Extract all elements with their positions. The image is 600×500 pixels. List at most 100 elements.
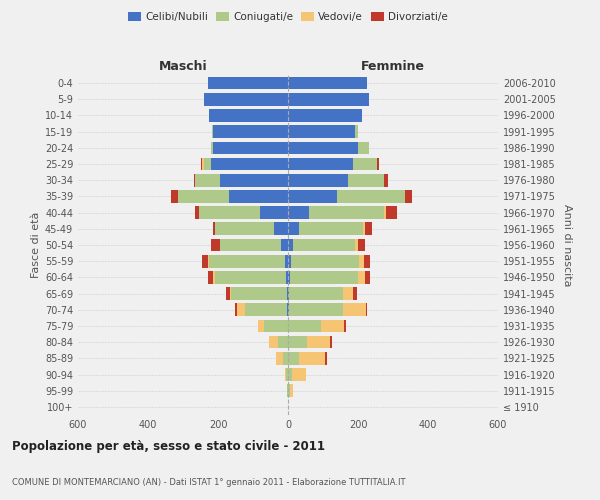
Bar <box>213 271 215 283</box>
Bar <box>286 271 288 283</box>
Bar <box>288 238 293 252</box>
Text: Popolazione per età, sesso e stato civile - 2011: Popolazione per età, sesso e stato civil… <box>12 440 325 453</box>
Bar <box>358 142 368 154</box>
Bar <box>288 288 289 300</box>
Bar <box>405 190 412 202</box>
Bar <box>288 174 347 186</box>
Bar <box>287 288 288 300</box>
Bar <box>232 288 287 300</box>
Bar <box>288 320 321 332</box>
Bar <box>288 336 307 348</box>
Text: Maschi: Maschi <box>158 60 208 72</box>
Bar <box>377 158 379 170</box>
Bar <box>384 206 386 219</box>
Bar <box>288 190 337 202</box>
Bar <box>288 93 368 106</box>
Bar <box>283 352 288 364</box>
Bar <box>211 142 213 154</box>
Bar <box>288 384 290 397</box>
Bar <box>199 206 260 219</box>
Bar <box>226 288 230 300</box>
Bar <box>290 271 358 283</box>
Bar <box>288 158 353 170</box>
Bar <box>364 255 370 268</box>
Bar <box>358 271 365 283</box>
Bar <box>309 206 384 219</box>
Bar <box>245 304 287 316</box>
Bar <box>353 158 377 170</box>
Text: COMUNE DI MONTEMARCIANO (AN) - Dati ISTAT 1° gennaio 2011 - Elaborazione TUTTITA: COMUNE DI MONTEMARCIANO (AN) - Dati ISTA… <box>12 478 406 487</box>
Bar <box>204 93 288 106</box>
Bar <box>289 288 343 300</box>
Bar <box>363 222 365 235</box>
Bar <box>359 255 364 268</box>
Bar <box>178 190 229 202</box>
Bar <box>195 206 199 219</box>
Bar <box>289 304 343 316</box>
Bar <box>236 304 245 316</box>
Y-axis label: Anni di nascita: Anni di nascita <box>562 204 572 286</box>
Bar <box>365 222 372 235</box>
Bar <box>288 368 292 381</box>
Bar <box>211 238 220 252</box>
Bar <box>208 271 213 283</box>
Bar <box>208 255 209 268</box>
Bar <box>284 255 288 268</box>
Bar <box>208 77 288 90</box>
Bar <box>365 271 370 283</box>
Bar <box>337 190 405 202</box>
Bar <box>260 206 288 219</box>
Bar <box>195 174 220 186</box>
Bar <box>288 271 290 283</box>
Bar <box>288 206 309 219</box>
Bar <box>287 304 288 316</box>
Bar <box>211 158 288 170</box>
Bar <box>347 174 384 186</box>
Bar <box>344 320 346 332</box>
Bar <box>213 142 288 154</box>
Bar <box>288 142 358 154</box>
Bar <box>288 352 299 364</box>
Bar <box>229 190 288 202</box>
Bar <box>358 238 365 252</box>
Bar <box>193 174 195 186</box>
Bar <box>274 222 288 235</box>
Bar <box>291 255 359 268</box>
Bar <box>209 255 284 268</box>
Bar <box>220 174 288 186</box>
Bar <box>288 77 367 90</box>
Bar <box>343 304 366 316</box>
Bar <box>321 320 344 332</box>
Bar <box>277 336 288 348</box>
Bar <box>290 384 293 397</box>
Bar <box>353 288 357 300</box>
Bar <box>366 304 367 316</box>
Bar <box>386 206 397 219</box>
Y-axis label: Fasce di età: Fasce di età <box>31 212 41 278</box>
Bar <box>220 238 281 252</box>
Bar <box>269 336 277 348</box>
Bar <box>293 238 355 252</box>
Bar <box>215 271 286 283</box>
Bar <box>299 352 325 364</box>
Legend: Celibi/Nubili, Coniugati/e, Vedovi/e, Divorziati/e: Celibi/Nubili, Coniugati/e, Vedovi/e, Di… <box>124 8 452 26</box>
Bar <box>355 238 358 252</box>
Bar <box>384 174 388 186</box>
Bar <box>258 320 263 332</box>
Bar <box>276 352 283 364</box>
Bar <box>288 109 361 122</box>
Bar <box>325 352 326 364</box>
Bar <box>281 238 288 252</box>
Bar <box>286 368 288 381</box>
Bar <box>202 255 208 268</box>
Bar <box>171 190 178 202</box>
Bar <box>263 320 288 332</box>
Bar <box>230 288 232 300</box>
Bar <box>292 368 305 381</box>
Bar <box>212 126 213 138</box>
Bar <box>288 255 291 268</box>
Bar <box>355 126 358 138</box>
Text: Femmine: Femmine <box>361 60 425 72</box>
Bar <box>235 304 236 316</box>
Bar <box>213 222 215 235</box>
